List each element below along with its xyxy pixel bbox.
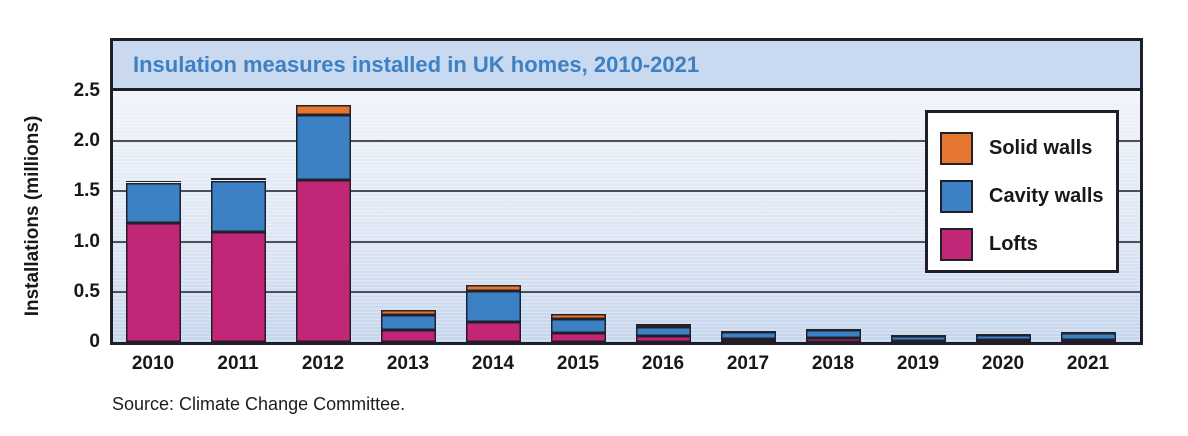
chart-title: Insulation measures installed in UK home… [113, 41, 1140, 91]
bar-segment-solid-walls-2017 [720, 331, 776, 332]
bar-group-2014 [465, 285, 521, 342]
bar-segment-solid-walls-2016 [635, 324, 691, 327]
bar-segment-cavity-walls-2017 [720, 332, 776, 339]
bar-segment-lofts-2010 [125, 223, 181, 342]
bar-segment-cavity-walls-2015 [550, 319, 606, 333]
bar-group-2012 [295, 105, 351, 342]
x-label-2016: 2016 [641, 353, 685, 374]
x-label-2011: 2011 [217, 353, 259, 374]
bar-segment-solid-walls-2015 [550, 314, 606, 319]
bar-group-2010 [125, 181, 181, 342]
bar-segment-lofts-2015 [550, 333, 606, 342]
bar-group-2016 [635, 324, 691, 342]
legend-label-cavity-walls: Cavity walls [989, 184, 1104, 207]
gridline-0.5 [113, 290, 1140, 293]
bar-segment-solid-walls-2018 [805, 329, 861, 330]
bar-segment-lofts-2018 [805, 338, 861, 342]
legend-swatch-solid-walls-icon [940, 131, 973, 165]
legend-swatch-cavity-walls-icon [940, 179, 973, 213]
bar-group-2018 [805, 329, 861, 342]
bar-segment-solid-walls-2010 [125, 181, 181, 182]
bar-group-2015 [550, 314, 606, 342]
plot-area: Solid walls Cavity walls Lofts [113, 91, 1140, 342]
bar-segment-lofts-2014 [465, 322, 521, 342]
x-label-2018: 2018 [811, 353, 855, 374]
bar-segment-cavity-walls-2010 [125, 183, 181, 223]
bar-group-2013 [380, 310, 436, 342]
x-label-2019: 2019 [896, 353, 940, 374]
legend-item-lofts: Lofts [940, 220, 1116, 268]
bar-segment-lofts-2021 [1060, 340, 1116, 342]
bar-segment-cavity-walls-2019 [890, 336, 946, 341]
legend-item-solid-walls: Solid walls [940, 124, 1116, 172]
bar-segment-solid-walls-2011 [210, 178, 266, 180]
x-label-2020: 2020 [981, 353, 1025, 374]
legend: Solid walls Cavity walls Lofts [925, 110, 1119, 273]
x-label-2015: 2015 [556, 353, 600, 374]
bar-segment-lofts-2011 [210, 232, 266, 342]
bar-segment-cavity-walls-2012 [295, 115, 351, 180]
bar-group-2021 [1060, 332, 1116, 342]
x-label-2012: 2012 [301, 353, 345, 374]
legend-item-cavity-walls: Cavity walls [940, 172, 1116, 220]
bar-segment-cavity-walls-2020 [975, 335, 1031, 340]
bar-segment-cavity-walls-2013 [380, 315, 436, 330]
bar-segment-solid-walls-2014 [465, 285, 521, 291]
bar-group-2020 [975, 334, 1031, 342]
bar-group-2017 [720, 331, 776, 342]
y-tick-0.5: 0.5 [73, 280, 100, 302]
bar-segment-cavity-walls-2014 [465, 291, 521, 322]
x-label-2017: 2017 [726, 353, 770, 374]
legend-label-lofts: Lofts [989, 232, 1038, 255]
bar-segment-cavity-walls-2011 [210, 181, 266, 232]
bar-segment-lofts-2012 [295, 180, 351, 342]
legend-label-solid-walls: Solid walls [989, 136, 1093, 159]
y-tick-2.5: 2.5 [73, 80, 100, 101]
bar-segment-cavity-walls-2021 [1060, 333, 1116, 340]
bar-segment-lofts-2013 [380, 330, 436, 342]
chart-frame: Insulation measures installed in UK home… [110, 38, 1143, 345]
y-tick-2.0: 2.0 [73, 130, 100, 152]
bar-segment-lofts-2016 [635, 336, 691, 342]
x-label-2021: 2021 [1066, 353, 1110, 374]
x-label-2010: 2010 [131, 353, 175, 374]
bar-segment-lofts-2017 [720, 339, 776, 342]
legend-swatch-lofts-icon [940, 227, 973, 261]
y-tick-1.0: 1.0 [73, 230, 100, 252]
gridline-1.5 [113, 190, 1140, 193]
bar-segment-cavity-walls-2016 [635, 327, 691, 336]
x-label-2013: 2013 [386, 353, 430, 374]
bar-segment-solid-walls-2019 [890, 335, 946, 336]
x-label-2014: 2014 [471, 353, 515, 374]
bar-segment-cavity-walls-2018 [805, 330, 861, 338]
bar-group-2019 [890, 335, 946, 342]
bar-segment-lofts-2019 [890, 341, 946, 342]
bar-segment-solid-walls-2020 [975, 334, 1031, 335]
bar-segment-solid-walls-2013 [380, 310, 436, 315]
bar-segment-lofts-2020 [975, 340, 1031, 342]
gridline-2 [113, 140, 1140, 143]
y-tick-1.5: 1.5 [73, 180, 100, 202]
y-tick-0: 0 [89, 331, 100, 352]
gridline-1 [113, 240, 1140, 243]
bar-group-2011 [210, 178, 266, 342]
bar-segment-solid-walls-2012 [295, 105, 351, 115]
source-note: Source: Climate Change Committee. [112, 394, 406, 414]
bar-segment-solid-walls-2021 [1060, 332, 1116, 333]
